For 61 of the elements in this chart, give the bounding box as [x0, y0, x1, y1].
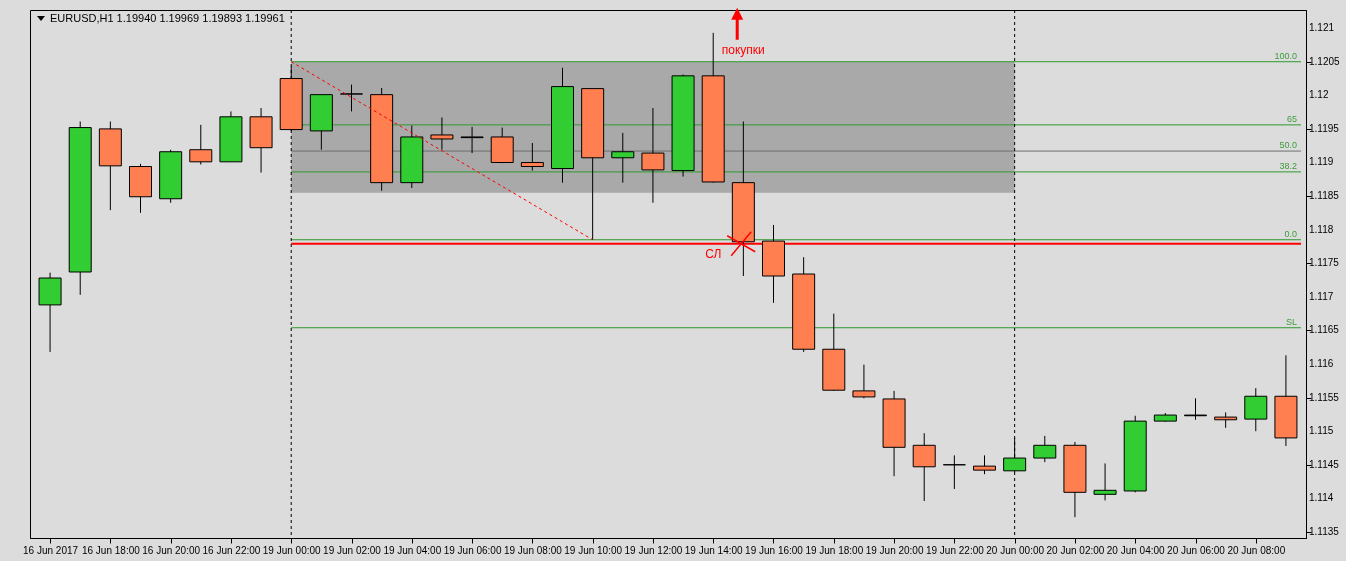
x-tick-label: 19 Jun 18:00 — [805, 544, 864, 556]
x-tick-label: 19 Jun 10:00 — [564, 544, 623, 556]
x-tick-label: 19 Jun 16:00 — [745, 544, 804, 556]
y-tick-label: 1.1165 — [1309, 324, 1340, 336]
x-tick-label: 16 Jun 20:00 — [142, 544, 201, 556]
y-tick-label: 1.1185 — [1309, 190, 1340, 202]
x-tick-label: 19 Jun 14:00 — [684, 544, 744, 556]
annotation: 100.0 — [1274, 50, 1297, 61]
candlestick — [641, 107, 665, 204]
annotation: 38.2 — [1279, 160, 1297, 171]
candlestick — [460, 126, 484, 154]
y-tick-label: 1.1205 — [1309, 55, 1341, 67]
candlestick — [942, 454, 966, 490]
candlestick — [1033, 435, 1057, 463]
y-tick-label: 1.1145 — [1309, 458, 1340, 470]
x-tick-label: 19 Jun 20:00 — [865, 544, 924, 556]
x-tick-label: 19 Jun 22:00 — [925, 544, 985, 556]
x-tick-label: 20 Jun 06:00 — [1167, 544, 1226, 556]
candlestick — [520, 142, 544, 172]
x-tick-label: 19 Jun 02:00 — [323, 544, 382, 556]
x-tick-label: 20 Jun 02:00 — [1046, 544, 1105, 556]
x-tick-label: 20 Jun 08:00 — [1227, 544, 1286, 556]
x-tick-label: 16 Jun 22:00 — [202, 544, 261, 556]
candlestick — [189, 124, 213, 165]
y-tick-label: 1.121 — [1309, 22, 1335, 34]
candlestick — [1244, 387, 1268, 432]
candlestick — [973, 454, 996, 475]
y-tick-label: 1.1155 — [1309, 391, 1340, 403]
y-tick-label: 1.118 — [1309, 223, 1334, 235]
y-tick-label: 1.1135 — [1309, 525, 1340, 537]
x-tick-label: 19 Jun 12:00 — [624, 544, 683, 556]
x-tick-label: 19 Jun 08:00 — [503, 544, 563, 556]
y-tick-label: 1.115 — [1309, 425, 1334, 437]
y-tick-label: 1.1195 — [1309, 122, 1340, 134]
x-tick-label: 16 Jun 2017 — [23, 544, 79, 556]
annotation: 0.0 — [1284, 228, 1297, 239]
x-tick-label: 20 Jun 00:00 — [986, 544, 1045, 556]
y-tick-label: 1.12 — [1309, 89, 1329, 101]
candlestick — [611, 132, 635, 184]
x-tick-label: 19 Jun 04:00 — [383, 544, 442, 556]
candlestick — [852, 364, 876, 399]
candlestick — [1093, 462, 1117, 501]
x-tick-label: 19 Jun 00:00 — [262, 544, 322, 556]
candlestick — [1184, 397, 1207, 421]
annotation: покупки — [721, 42, 765, 57]
annotation: 65 — [1286, 113, 1297, 124]
x-tick-label: 19 Jun 06:00 — [443, 544, 502, 556]
x-tick-label: 20 Jun 04:00 — [1106, 544, 1166, 556]
y-tick-label: 1.114 — [1309, 492, 1334, 504]
candlestick — [912, 432, 936, 502]
y-tick-label: 1.119 — [1309, 156, 1334, 168]
candlestick — [430, 116, 454, 151]
chart-title: EURUSD,H1 1.19940 1.19969 1.19893 1.19961 — [50, 12, 285, 24]
y-tick-label: 1.1175 — [1309, 257, 1340, 269]
candlestick — [340, 84, 363, 112]
annotation: SL — [1285, 316, 1297, 327]
ref-line-label: СЛ — [705, 246, 722, 261]
annotation: 50.0 — [1279, 140, 1297, 151]
y-tick-label: 1.116 — [1309, 358, 1334, 370]
y-tick-label: 1.117 — [1309, 290, 1334, 302]
x-tick-label: 16 Jun 18:00 — [81, 544, 141, 556]
